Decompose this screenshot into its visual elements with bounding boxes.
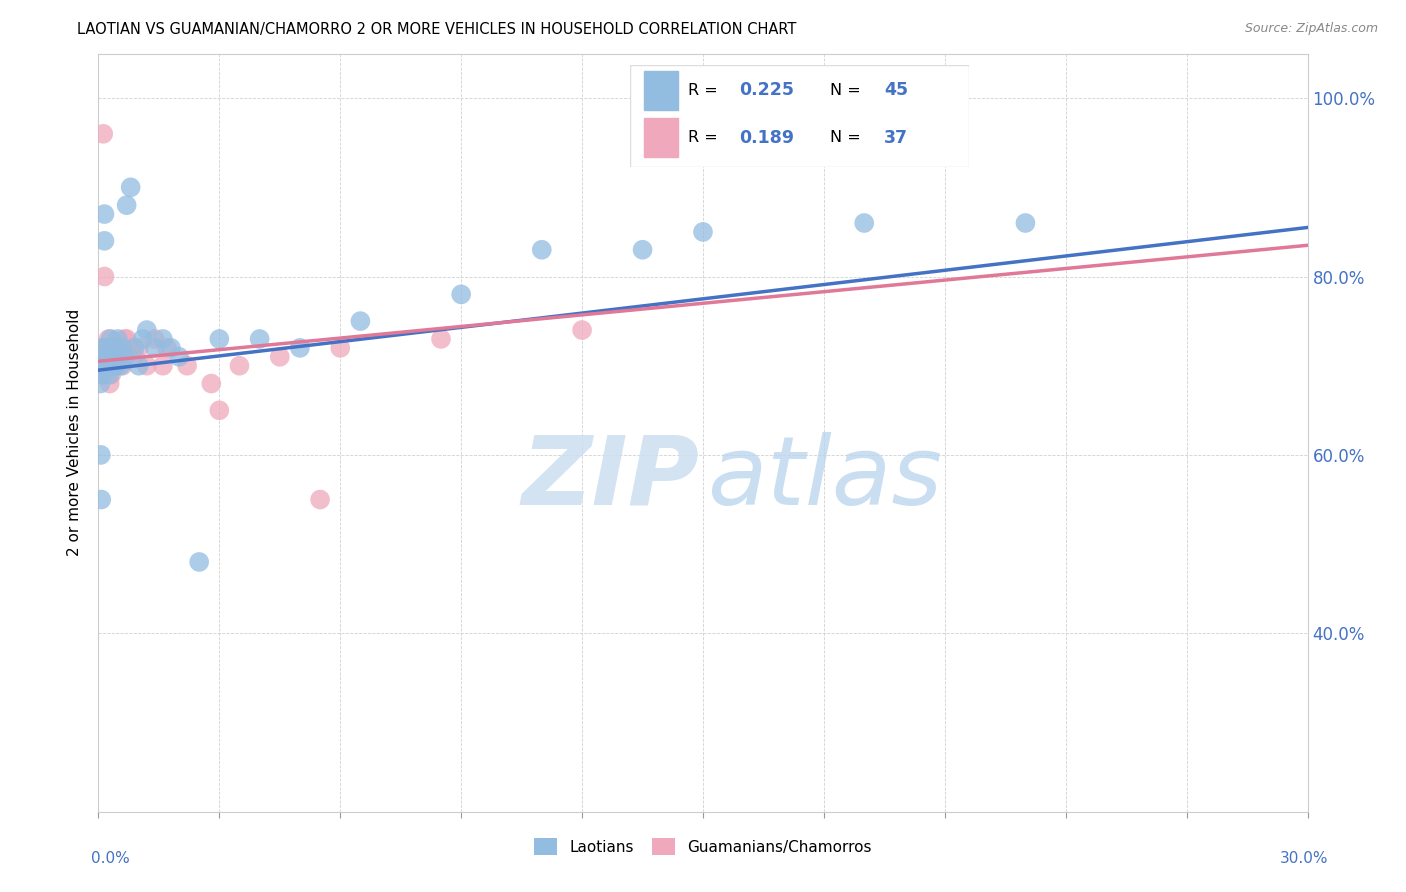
Point — [90, 492, 112, 507]
Point — [631, 243, 654, 257]
Point — [103, 350, 125, 364]
Text: ZIP: ZIP — [522, 432, 699, 524]
Point — [105, 359, 128, 373]
Point — [93, 207, 115, 221]
Point — [96, 359, 118, 373]
Point — [208, 403, 231, 417]
Point — [571, 323, 593, 337]
Point — [89, 359, 111, 373]
Point — [91, 368, 114, 382]
Legend: Laotians, Guamanians/Chamorros: Laotians, Guamanians/Chamorros — [529, 832, 877, 861]
Point — [90, 448, 112, 462]
Point — [530, 243, 553, 257]
Point — [128, 359, 150, 373]
Point — [208, 332, 231, 346]
Point — [100, 359, 122, 373]
Text: atlas: atlas — [707, 432, 942, 524]
Point — [156, 341, 179, 355]
Point — [89, 376, 111, 391]
Point — [96, 359, 118, 373]
Point — [143, 341, 166, 355]
Point — [104, 341, 127, 355]
Point — [97, 350, 120, 364]
Point — [114, 332, 136, 346]
Point — [111, 341, 134, 355]
Point — [93, 269, 115, 284]
Point — [249, 332, 271, 346]
Point — [120, 341, 142, 355]
Point — [90, 359, 112, 373]
Point — [110, 359, 132, 373]
Point — [329, 341, 352, 355]
Point — [101, 341, 124, 355]
Y-axis label: 2 or more Vehicles in Household: 2 or more Vehicles in Household — [67, 309, 83, 557]
Point — [228, 359, 250, 373]
Point — [176, 359, 198, 373]
Point — [200, 376, 222, 391]
Point — [114, 350, 136, 364]
Point — [115, 332, 138, 346]
Point — [103, 359, 125, 373]
Point — [288, 341, 311, 355]
Point — [107, 350, 129, 364]
Text: LAOTIAN VS GUAMANIAN/CHAMORRO 2 OR MORE VEHICLES IN HOUSEHOLD CORRELATION CHART: LAOTIAN VS GUAMANIAN/CHAMORRO 2 OR MORE … — [77, 22, 797, 37]
Point — [160, 341, 183, 355]
Point — [94, 350, 117, 364]
Point — [101, 341, 124, 355]
Point — [152, 359, 174, 373]
Point — [188, 555, 211, 569]
Point — [450, 287, 472, 301]
Point — [152, 332, 174, 346]
Point — [91, 368, 114, 382]
Point — [94, 350, 117, 364]
Point — [110, 350, 132, 364]
Point — [100, 368, 122, 382]
Text: Source: ZipAtlas.com: Source: ZipAtlas.com — [1244, 22, 1378, 36]
Point — [98, 376, 121, 391]
Point — [135, 359, 157, 373]
Point — [349, 314, 371, 328]
Point — [98, 368, 121, 382]
Point — [107, 341, 129, 355]
Point — [120, 180, 142, 194]
Text: 30.0%: 30.0% — [1281, 851, 1329, 865]
Point — [430, 332, 453, 346]
Point — [104, 341, 127, 355]
Point — [93, 234, 115, 248]
Point — [143, 332, 166, 346]
Point — [128, 341, 150, 355]
Point — [115, 198, 138, 212]
Point — [103, 350, 125, 364]
Point — [1014, 216, 1036, 230]
Point — [96, 341, 118, 355]
Point — [853, 216, 876, 230]
Point — [96, 341, 118, 355]
Point — [132, 332, 155, 346]
Point — [97, 332, 120, 346]
Point — [111, 359, 134, 373]
Point — [91, 127, 114, 141]
Point — [124, 341, 146, 355]
Point — [91, 341, 114, 355]
Point — [309, 492, 332, 507]
Point — [124, 350, 146, 364]
Point — [135, 323, 157, 337]
Point — [167, 350, 190, 364]
Point — [107, 332, 129, 346]
Point — [100, 332, 122, 346]
Point — [90, 341, 112, 355]
Point — [692, 225, 714, 239]
Point — [105, 359, 128, 373]
Point — [269, 350, 291, 364]
Text: 0.0%: 0.0% — [91, 851, 131, 865]
